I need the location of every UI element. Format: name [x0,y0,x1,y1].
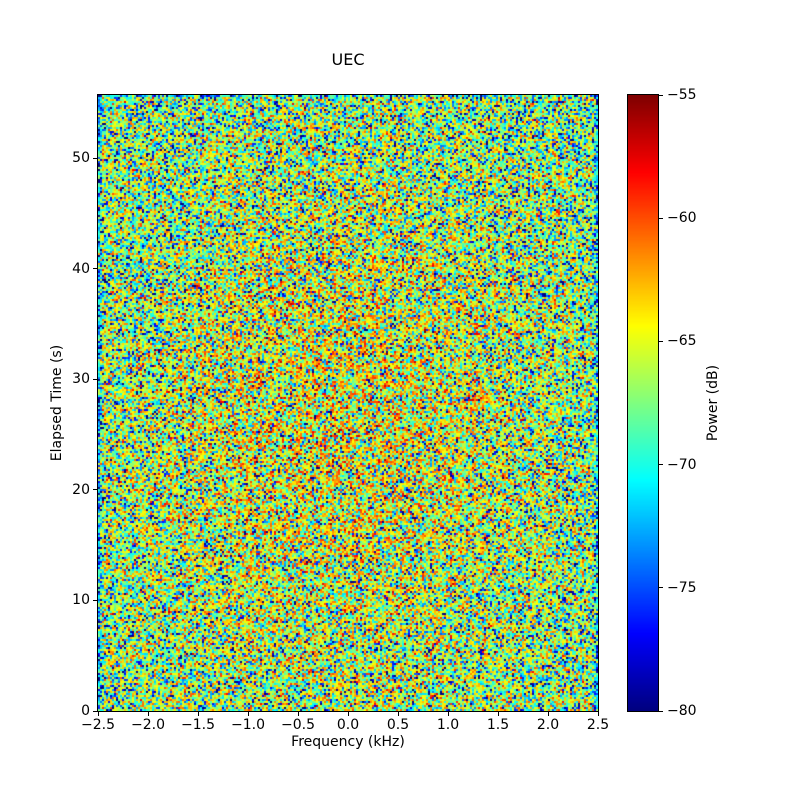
y-tick-mark [93,268,97,270]
colorbar-tick-label: −65 [667,333,697,350]
x-tick-label: 2.5 [586,717,610,733]
colorbar-tick-label: −80 [667,703,697,719]
y-tick-label: 40 [72,260,90,277]
y-tick-label: 20 [72,481,90,498]
plot-area [97,94,599,712]
colorbar-gradient [628,95,658,711]
x-axis-label: Frequency (kHz) [291,734,405,750]
colorbar-tick-label: −60 [667,210,697,227]
colorbar-tick-label: −75 [667,579,697,596]
x-tick-mark [447,712,449,716]
y-tick-mark [93,710,97,712]
colorbar-label: Power (dB) [705,364,721,442]
plot-title: UEC [331,50,365,69]
y-tick-label: 50 [72,150,90,167]
x-tick-mark [397,712,399,716]
colorbar [627,94,659,712]
x-tick-mark [547,712,549,716]
colorbar-tick-mark [659,94,663,96]
y-tick-label: 10 [72,592,90,609]
colorbar-tick-label: −70 [667,456,697,473]
x-tick-label: 0.0 [336,717,360,733]
x-tick-label: −2.5 [81,717,115,733]
x-tick-label: 0.5 [386,717,410,733]
colorbar-tick-mark [659,464,663,466]
colorbar-tick-label: −55 [667,87,697,103]
x-tick-label: 1.5 [486,717,510,733]
y-tick-mark [93,157,97,159]
x-tick-mark [147,712,149,716]
y-tick-label: 0 [81,703,90,719]
x-tick-mark [197,712,199,716]
x-tick-label: −0.5 [281,717,315,733]
x-tick-mark [247,712,249,716]
colorbar-tick-mark [659,340,663,342]
colorbar-tick-mark [659,587,663,589]
x-tick-mark [97,712,99,716]
x-tick-mark [597,712,599,716]
x-tick-label: −2.0 [131,717,165,733]
y-axis-label: Elapsed Time (s) [49,344,65,462]
y-tick-label: 30 [72,371,90,388]
x-tick-mark [297,712,299,716]
x-tick-label: −1.0 [231,717,265,733]
x-tick-mark [497,712,499,716]
y-tick-mark [93,599,97,601]
x-tick-label: −1.5 [181,717,215,733]
y-tick-mark [93,378,97,380]
x-tick-label: 2.0 [536,717,560,733]
y-tick-mark [93,489,97,491]
spectrogram-heatmap [98,95,598,711]
x-tick-mark [347,712,349,716]
colorbar-tick-mark [659,710,663,712]
colorbar-tick-mark [659,217,663,219]
x-tick-label: 1.0 [436,717,460,733]
